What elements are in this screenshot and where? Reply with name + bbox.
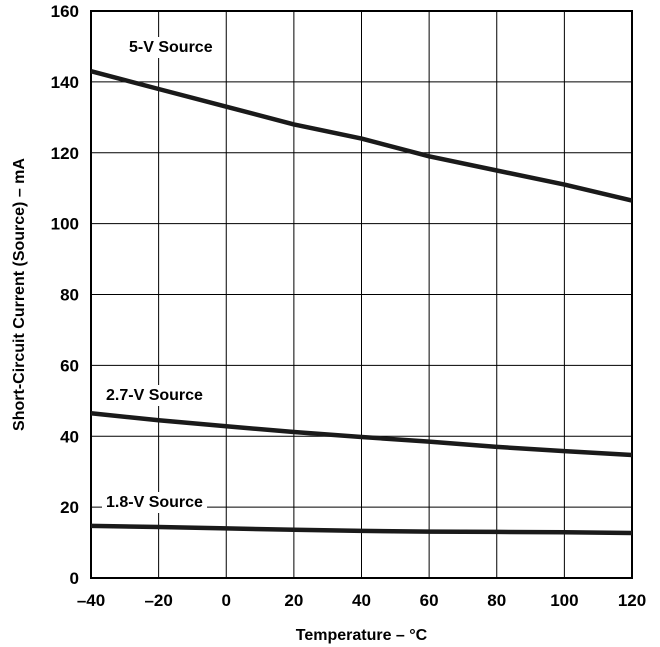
y-tick-label: 20 xyxy=(60,498,79,517)
series-label: 2.7-V Source xyxy=(106,387,203,404)
x-tick-label: 100 xyxy=(550,591,578,610)
plot-frame xyxy=(90,10,633,579)
x-tick-label: 40 xyxy=(352,591,371,610)
x-tick-labels: –40 –20 0 20 40 60 80 100 120 xyxy=(77,591,646,610)
y-tick-labels: 0 20 40 60 80 100 120 140 160 xyxy=(51,2,79,588)
series-line-1 xyxy=(90,410,633,458)
x-tick-label: 60 xyxy=(420,591,439,610)
x-tick-label: –20 xyxy=(144,591,172,610)
x-axis-title: Temperature – °C xyxy=(296,627,428,644)
series-line-0 xyxy=(90,69,633,203)
x-tick-label: 80 xyxy=(487,591,506,610)
y-tick-label: 120 xyxy=(51,144,79,163)
y-tick-label: 140 xyxy=(51,73,79,92)
series-group xyxy=(90,69,633,536)
series-label: 5-V Source xyxy=(129,39,213,56)
x-tick-label: 0 xyxy=(222,591,231,610)
series-label-background xyxy=(102,492,208,513)
series-line-2 xyxy=(90,523,633,536)
series-labels: 5-V Source 2.7-V Source 1.8-V Source xyxy=(102,37,217,513)
y-tick-label: 60 xyxy=(60,356,79,375)
series-label-background xyxy=(125,37,217,58)
series-label-background xyxy=(102,385,208,406)
x-tick-label: 120 xyxy=(618,591,646,610)
x-tick-label: –40 xyxy=(77,591,105,610)
y-tick-label: 0 xyxy=(70,569,79,588)
y-tick-label: 40 xyxy=(60,427,79,446)
y-tick-label: 100 xyxy=(51,215,79,234)
y-tick-label: 160 xyxy=(51,2,79,21)
y-tick-label: 80 xyxy=(60,286,79,305)
y-axis-title: Short-Circuit Current (Source) – mA xyxy=(11,158,28,431)
x-tick-label: 20 xyxy=(284,591,303,610)
series-label: 1.8-V Source xyxy=(106,494,203,511)
